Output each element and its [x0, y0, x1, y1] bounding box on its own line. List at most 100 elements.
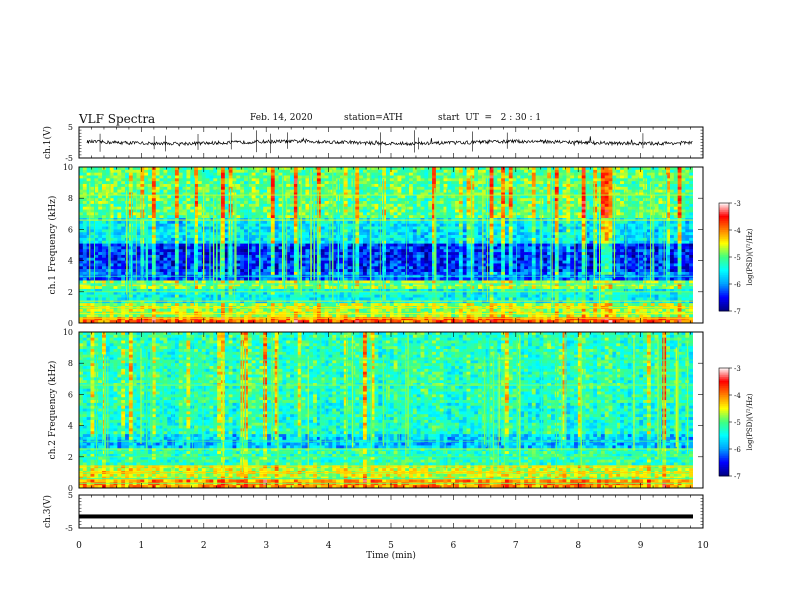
spectrogram-cell	[678, 181, 682, 184]
spectrogram-cell	[513, 184, 517, 187]
spectrogram-cell	[175, 173, 179, 176]
spectrogram-cell	[163, 173, 167, 176]
spectrogram-cell	[282, 170, 286, 173]
spectrogram-cell	[140, 184, 144, 187]
spectrogram-cell	[386, 195, 390, 198]
spectrogram-cell	[252, 178, 256, 181]
spectrogram-cell	[428, 176, 432, 179]
spectrogram-cell	[574, 170, 578, 173]
spectrogram-cell	[198, 170, 202, 173]
spectrogram-cell	[106, 176, 110, 179]
spectrogram-cell	[271, 173, 275, 176]
spectrogram-cell	[359, 170, 363, 173]
spectrogram-cell	[551, 195, 555, 198]
spectrogram-cell	[447, 187, 451, 190]
spectrogram-cell	[635, 170, 639, 173]
spectrogram-cell	[501, 190, 505, 193]
spectrogram-cell	[271, 178, 275, 181]
spectrogram-cell	[409, 170, 413, 173]
spectrogram-cell	[597, 178, 601, 181]
spectrogram-cell	[198, 190, 202, 193]
spectrogram-cell	[555, 187, 559, 190]
spectrogram-cell	[117, 173, 121, 176]
spectrogram-cell	[689, 176, 693, 179]
spectrogram-cell	[501, 181, 505, 184]
spectrogram-cell	[681, 173, 685, 176]
spectrogram-cell	[540, 178, 544, 181]
spectrogram-cell	[486, 178, 490, 181]
spectrogram-cell	[290, 170, 294, 173]
spectrogram-cell	[302, 178, 306, 181]
spectrogram-cell	[455, 184, 459, 187]
spectrogram-cell	[417, 184, 421, 187]
spectrogram-cell	[148, 173, 152, 176]
spectrogram-cell	[209, 181, 213, 184]
spectrogram-cell	[133, 178, 137, 181]
spectrogram-cell	[463, 178, 467, 181]
spectrogram-cell	[451, 184, 455, 187]
spectrogram-cell	[428, 190, 432, 193]
spectrogram-cell	[624, 184, 628, 187]
spectrogram-cell	[421, 195, 425, 198]
spectrogram-cell	[240, 190, 244, 193]
spectrogram-cell	[286, 181, 290, 184]
spectrogram-cell	[440, 184, 444, 187]
spectrogram-cell	[256, 178, 260, 181]
spectrogram-cell	[398, 184, 402, 187]
spectrogram-cell	[547, 170, 551, 173]
spectrogram-cell	[490, 178, 494, 181]
spectrogram-cell	[574, 187, 578, 190]
spectrogram-cell	[436, 181, 440, 184]
spectrogram-cell	[417, 176, 421, 179]
spectrogram-cell	[305, 170, 309, 173]
spectrogram-cell	[374, 178, 378, 181]
spectrogram-cell	[417, 173, 421, 176]
spectrogram-cell	[121, 181, 125, 184]
spectrogram-cell	[137, 187, 141, 190]
spectrogram-cell	[390, 184, 394, 187]
spectrogram-cell	[589, 187, 593, 190]
spectrogram-cell	[209, 178, 213, 181]
spectrogram-cell	[275, 190, 279, 193]
spectrogram-cell	[152, 170, 156, 173]
spectrogram-cell	[271, 195, 275, 198]
spectrogram-cell	[405, 178, 409, 181]
spectrogram-cell	[559, 173, 563, 176]
spectrogram-cell	[605, 170, 609, 173]
spectrogram-cell	[325, 195, 329, 198]
spectrogram-cell	[114, 184, 118, 187]
spectrogram-cell	[121, 184, 125, 187]
spectrogram-cell	[493, 170, 497, 173]
spectrogram-cell	[401, 181, 405, 184]
spectrogram-cell	[378, 170, 382, 173]
spectrogram-cell	[405, 170, 409, 173]
spectrogram-cell	[179, 176, 183, 179]
spectrogram-cell	[206, 173, 210, 176]
spectrogram-cell	[198, 184, 202, 187]
spectrogram-cell	[524, 184, 528, 187]
spectrogram-cell	[601, 173, 605, 176]
spectrogram-cell	[106, 178, 110, 181]
spectrogram-cell	[405, 195, 409, 198]
spectrogram-cell	[593, 170, 597, 173]
spectrogram-cell	[398, 170, 402, 173]
spectrogram-cell	[516, 184, 520, 187]
spectrogram-cell	[509, 195, 513, 198]
spectrogram-cell	[148, 190, 152, 193]
spectrogram-cell	[206, 178, 210, 181]
spectrogram-cell	[566, 181, 570, 184]
spectrogram-cell	[328, 181, 332, 184]
spectrogram-cell	[374, 187, 378, 190]
spectrogram-cell	[79, 176, 83, 179]
spectrogram-cell	[240, 170, 244, 173]
spectrogram-cell	[163, 187, 167, 190]
spectrogram-cell	[190, 170, 194, 173]
spectrogram-cell	[655, 187, 659, 190]
spectrogram-cell	[655, 170, 659, 173]
spectrogram-cell	[374, 170, 378, 173]
spectrogram-cell	[186, 187, 190, 190]
spectrogram-cell	[325, 176, 329, 179]
spectrogram-cell	[317, 176, 321, 179]
spectrogram-cell	[233, 178, 237, 181]
spectrogram-cell	[432, 195, 436, 198]
